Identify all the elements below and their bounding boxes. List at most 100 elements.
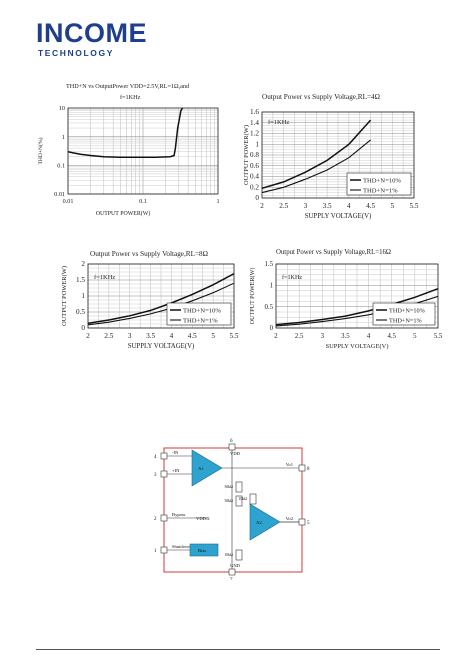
x-tick-label: 3.5: [146, 332, 155, 340]
y-tick-label: 0: [255, 194, 259, 202]
vdd2-label: VDD/2: [196, 516, 210, 521]
resistor: [249, 493, 257, 505]
pin-number: 8: [307, 467, 310, 472]
legend-box: [372, 302, 436, 326]
chart-annotation: f=1KHz: [94, 274, 115, 281]
x-tick-label: 4: [347, 202, 351, 210]
pin-label: Vo1: [286, 462, 294, 467]
x-axis-label: SUPPLY VOLTAGE(V): [305, 213, 372, 220]
series-line: [262, 119, 372, 190]
chart-title: Output Power vs Supply Voltage,RL=4Ω: [262, 93, 380, 101]
series-line: [88, 282, 234, 326]
chart-title: Output Power vs Supply Voltage,RL=16Ω: [276, 249, 391, 256]
y-axis-label: THD+N(%): [37, 137, 44, 164]
x-tick-label: 2: [86, 332, 90, 340]
pin-pad: [298, 464, 306, 472]
y-axis-label: OUTPUT POWER(W): [243, 125, 250, 185]
pin-number: 2: [154, 517, 157, 522]
legend-label: THD+N=1%: [363, 188, 398, 195]
y-tick-label: 0.5: [76, 308, 85, 316]
x-tick-label: 2.5: [104, 332, 113, 340]
x-tick-label: 0.01: [63, 198, 74, 205]
pin-number: 3: [154, 473, 157, 478]
chart-power-vs-voltage-4ohm: Output Power vs Supply Voltage,RL=4Ω 2 2.5…: [243, 93, 419, 220]
pin-pad: [160, 514, 168, 522]
pin-pad: [228, 443, 236, 451]
y-tick-label: 2: [81, 260, 85, 268]
x-tick-label: 5.5: [230, 332, 239, 340]
y-tick-label: 0.2: [250, 183, 259, 191]
legend-label: THD+N=1%: [389, 318, 422, 325]
amplifier-a2: [249, 503, 281, 541]
resistor-label: 10kΩ: [238, 497, 247, 501]
x-tick-label: 2.5: [295, 333, 304, 340]
chart-legend: THD+N=10% THD+N=1%: [166, 302, 232, 326]
x-tick-label: 3: [321, 333, 325, 340]
amplifier-a1: [191, 449, 223, 487]
x-tick-label: 2.5: [279, 202, 288, 210]
resistor-label: 10kΩ: [224, 553, 233, 557]
x-tick-label: 5.5: [410, 202, 419, 210]
amp-label: A1: [198, 466, 204, 471]
x-tick-label: 4.5: [188, 332, 197, 340]
y-tick-label: 0.8: [250, 151, 259, 159]
x-tick-label: 2: [274, 333, 278, 340]
pin-pad: [160, 546, 168, 554]
x-axis-label: SUPPLY VOLTAGE(V): [326, 343, 389, 350]
plot-frame: [67, 107, 219, 195]
logo-subtitle: TECHNOLOGY: [38, 48, 114, 58]
y-tick-label: 1.5: [265, 261, 274, 268]
y-tick-label: 1.6: [250, 108, 259, 116]
y-tick-label: 1.4: [250, 119, 259, 127]
chip-outline: [163, 447, 303, 573]
chart-thd-vs-power: THD+N vs OutputPower VDD=2.5V,RL=1Ω,and f…: [37, 83, 220, 217]
pin-pad: [298, 518, 306, 526]
legend-label: THD+N=10%: [363, 178, 401, 185]
bias-label: Bias: [198, 548, 206, 553]
chart-title: f=1KHz: [120, 94, 141, 101]
chart-annotation: f=1KHz: [282, 274, 302, 281]
chart-legend: THD+N=10% THD+N=1%: [372, 302, 436, 326]
y-tick-label: 0.6: [250, 162, 259, 170]
chart-power-vs-voltage-16ohm: Output Power vs Supply Voltage,RL=16Ω 2 2.…: [249, 249, 443, 350]
x-tick-label: 1: [216, 198, 219, 205]
y-tick-label: 0.5: [265, 304, 274, 311]
pin-label: -IN: [172, 450, 179, 455]
plot-grid: [67, 108, 218, 195]
chart-power-vs-voltage-8ohm: Output Power vs Supply Voltage,RL=8Ω 2 2.5…: [61, 250, 239, 350]
y-tick-label: 1.5: [76, 276, 85, 284]
pin-label: Shutdown: [172, 544, 191, 549]
y-axis-label: OUTPUT POWER(W): [61, 266, 68, 326]
series-line: [276, 287, 438, 326]
amp-label: A2: [256, 520, 262, 525]
legend-label: THD+N=10%: [389, 308, 425, 315]
pin-number: 1: [154, 549, 157, 554]
chart-legend: THD+N=10% THD+N=1%: [346, 172, 412, 196]
y-tick-label: 1: [62, 134, 65, 141]
y-tick-label: 10: [59, 105, 65, 112]
resistor-label: 50kΩ: [224, 499, 233, 503]
bias-block: [189, 543, 219, 557]
x-tick-label: 3.5: [323, 202, 332, 210]
company-logo: INCOME TECHNOLOGY: [36, 20, 147, 60]
pin-number: 4: [154, 455, 157, 460]
resistor: [235, 481, 243, 493]
resistor: [235, 495, 243, 507]
chart-title: Output Power vs Supply Voltage,RL=8Ω: [90, 250, 208, 258]
x-tick-label: 4.5: [366, 202, 375, 210]
x-tick-label: 3: [128, 332, 132, 340]
legend-box: [346, 172, 412, 196]
legend-label: THD+N=10%: [183, 308, 221, 315]
pin-label: +IN: [172, 468, 180, 473]
y-axis-label: OUTPUT POWER(W): [249, 268, 256, 325]
logo-wordmark: INCOME: [36, 18, 147, 48]
y-tick-label: 0: [81, 324, 85, 332]
x-tick-label: 5: [390, 202, 394, 210]
y-tick-label: 0.4: [250, 173, 259, 181]
chart-annotation: f=1KHz: [268, 119, 289, 126]
y-tick-label: 1.2: [250, 130, 259, 138]
pin-pad: [160, 452, 168, 460]
plot-frame: [87, 263, 235, 329]
pin-number: 6: [230, 439, 233, 444]
x-tick-label: 4: [170, 332, 174, 340]
